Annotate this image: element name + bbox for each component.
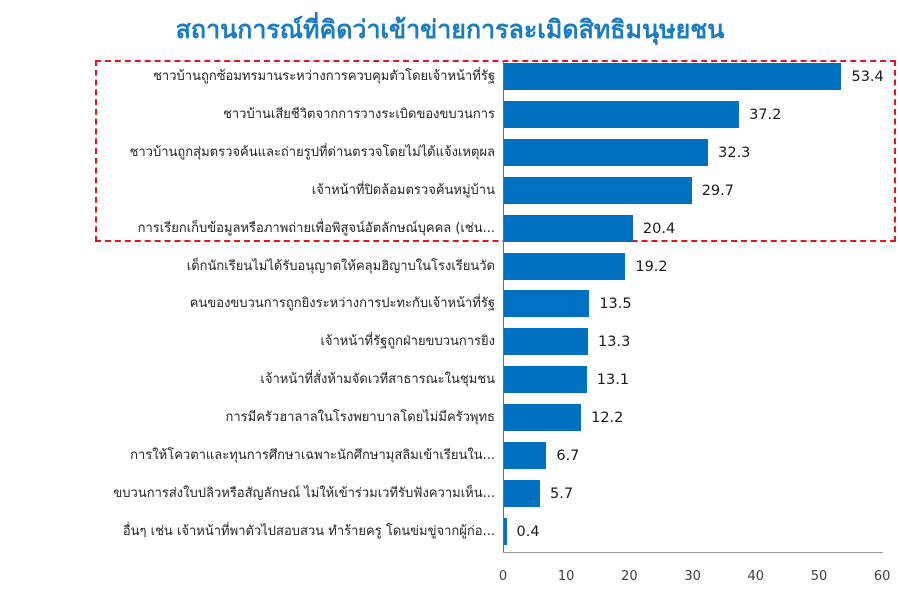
x-tick-label: 0 (498, 569, 508, 584)
value-label: 5.7 (550, 485, 574, 502)
x-tick-label: 60 (873, 569, 891, 584)
bar-row: เจ้าหน้าที่ปิดล้อมตรวจค้นหมู่บ้าน 29.7 (0, 176, 900, 204)
bar (504, 100, 740, 128)
category-label: ชาวบ้านถูกซ้อมทรมานระหว่างการควบคุมตัวโด… (153, 69, 495, 84)
chart-title: สถานการณ์ที่คิดว่าเข้าข่ายการละเมิดสิทธิ… (175, 15, 725, 44)
category-label: ขบวนการส่งใบปลิวหรือสัญลักษณ์ ไม่ให้เข้า… (113, 485, 495, 501)
bar-row: ขบวนการส่งใบปลิวหรือสัญลักษณ์ ไม่ให้เข้า… (0, 479, 900, 507)
bar (504, 63, 842, 90)
x-tick-label: 30 (684, 569, 701, 584)
bar (504, 442, 547, 469)
bar-row: อื่นๆ เช่น เจ้าหน้าที่พาตัวไปสอบสวน ทำร้… (0, 517, 900, 545)
bar (504, 479, 541, 507)
y-axis-line (503, 60, 504, 553)
value-label: 37.2 (749, 106, 782, 123)
bar-row: การเรียกเก็บข้อมูลหรือภาพถ่ายเพื่อพิสูจน… (0, 214, 900, 242)
bar-row: เจ้าหน้าที่รัฐถูกฝ่ายขบวนการยิง 13.3 (0, 328, 900, 356)
x-tick-label: 40 (747, 569, 765, 584)
bar-row: เจ้าหน้าที่สั่งห้ามจัดเวทีสาธารณะในชุมชน… (0, 366, 900, 394)
bar-row: การมีครัวฮาลาลในโรงพยาบาลโดยไม่มีครัวพุท… (0, 404, 900, 432)
category-label: การเรียกเก็บข้อมูลหรือภาพถ่ายเพื่อพิสูจน… (137, 220, 495, 236)
bar-row: เด็กนักเรียนไม่ได้รับอนุญาตให้คลุมฮิญาบใ… (0, 252, 900, 280)
bar (504, 138, 709, 166)
value-label: 6.7 (556, 448, 580, 464)
bar-row: ชาวบ้านถูกสุ่มตรวจค้นและถ่ายรูปที่ด่านตร… (0, 138, 900, 166)
bar (504, 252, 626, 280)
category-label: เจ้าหน้าที่รัฐถูกฝ่ายขบวนการยิง (320, 334, 495, 350)
bar (504, 328, 589, 356)
bar (504, 290, 590, 318)
category-label: คนของขบวนการถูกยิงระหว่างการปะทะกับเจ้าห… (189, 296, 495, 312)
category-label: ชาวบ้านเสียชีวิตจากการวางระเบิดของขบวนกา… (223, 106, 495, 122)
category-label: ชาวบ้านถูกสุ่มตรวจค้นและถ่ายรูปที่ด่านตร… (129, 144, 495, 160)
bar (504, 366, 587, 394)
bar (504, 404, 582, 432)
bar-row: ชาวบ้านเสียชีวิตจากการวางระเบิดของขบวนกา… (0, 100, 900, 128)
value-label: 0.4 (516, 523, 540, 540)
bar-row: ชาวบ้านถูกซ้อมทรมานระหว่างการควบคุมตัวโด… (0, 63, 900, 90)
value-label: 29.7 (701, 182, 734, 199)
x-tick-label: 50 (810, 569, 828, 584)
category-label: การให้โควตาและทุนการศึกษาเฉพาะนักศึกษามุ… (130, 448, 495, 463)
value-label: 19.2 (635, 258, 668, 275)
bar (504, 214, 633, 242)
value-label: 12.2 (591, 410, 624, 427)
value-label: 13.1 (596, 372, 630, 389)
x-axis-line (503, 552, 883, 553)
value-label: 32.3 (718, 144, 751, 161)
x-tick-label: 10 (557, 569, 575, 584)
bar-row: คนของขบวนการถูกยิงระหว่างการปะทะกับเจ้าห… (0, 290, 900, 318)
bar (504, 517, 507, 545)
bar (504, 176, 692, 204)
x-tick-label: 20 (621, 569, 638, 584)
highlight-box-top-five (95, 60, 896, 242)
value-label: 13.3 (598, 334, 631, 351)
bar-row: การให้โควตาและทุนการศึกษาเฉพาะนักศึกษามุ… (0, 442, 900, 469)
value-label: 53.4 (851, 69, 884, 85)
category-label: เจ้าหน้าที่สั่งห้ามจัดเวทีสาธารณะในชุมชน (260, 372, 495, 388)
category-label: เจ้าหน้าที่ปิดล้อมตรวจค้นหมู่บ้าน (311, 182, 495, 198)
category-label: การมีครัวฮาลาลในโรงพยาบาลโดยไม่มีครัวพุท… (225, 410, 496, 426)
value-label: 20.4 (642, 220, 676, 237)
category-label: เด็กนักเรียนไม่ได้รับอนุญาตให้คลุมฮิญาบใ… (186, 258, 495, 274)
category-label: อื่นๆ เช่น เจ้าหน้าที่พาตัวไปสอบสวน ทำร้… (122, 523, 495, 539)
value-label: 13.5 (599, 296, 632, 313)
